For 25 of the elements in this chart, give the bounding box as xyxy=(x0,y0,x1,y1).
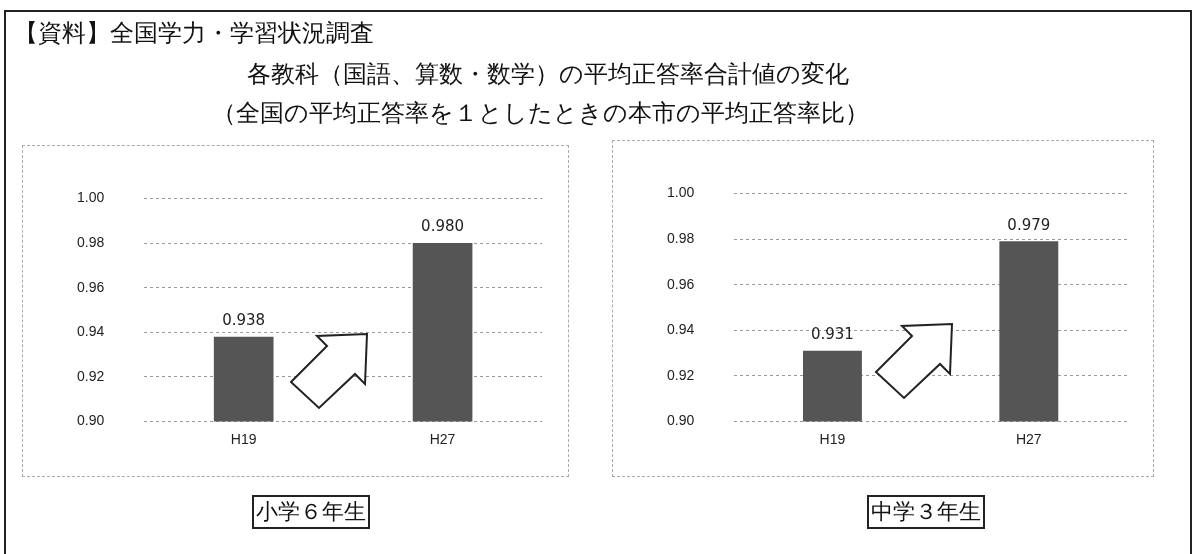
y-tick-label: 0.92 xyxy=(667,366,695,383)
chart-subtitle: 各教科（国語、算数・数学）の平均正答率合計値の変化 xyxy=(247,59,849,90)
y-tick-label: 0.96 xyxy=(77,278,105,295)
y-tick-label: 0.94 xyxy=(77,323,105,340)
x-axis-title: 小学６年生 xyxy=(252,495,370,529)
y-tick-label: 0.96 xyxy=(667,275,695,292)
y-tick-label: 0.90 xyxy=(667,412,695,429)
y-tick-label: 0.98 xyxy=(667,229,695,246)
data-label: 0.979 xyxy=(1007,215,1051,234)
y-tick-label: 0.94 xyxy=(667,321,695,338)
y-tick-label: 1.00 xyxy=(77,189,105,206)
data-label: 0.938 xyxy=(222,311,266,330)
x-axis-title: 中学３年生 xyxy=(867,495,985,529)
x-tick-label: H27 xyxy=(1015,430,1042,447)
x-tick-label: H19 xyxy=(819,430,846,447)
y-tick-label: 0.98 xyxy=(77,233,105,250)
data-label: 0.931 xyxy=(810,325,854,344)
y-tick-label: 0.90 xyxy=(77,412,105,429)
data-label: 0.980 xyxy=(421,217,465,236)
y-tick-label: 0.92 xyxy=(77,367,105,384)
x-tick-label: H19 xyxy=(230,430,257,447)
x-tick-label: H27 xyxy=(429,430,456,447)
text: （全国の平均正答率を１としたときの本市の平均正答率比） xyxy=(212,98,869,129)
chart-title: 【資料】全国学力・学習状況調査 xyxy=(14,18,374,49)
y-tick-label: 1.00 xyxy=(667,184,695,201)
